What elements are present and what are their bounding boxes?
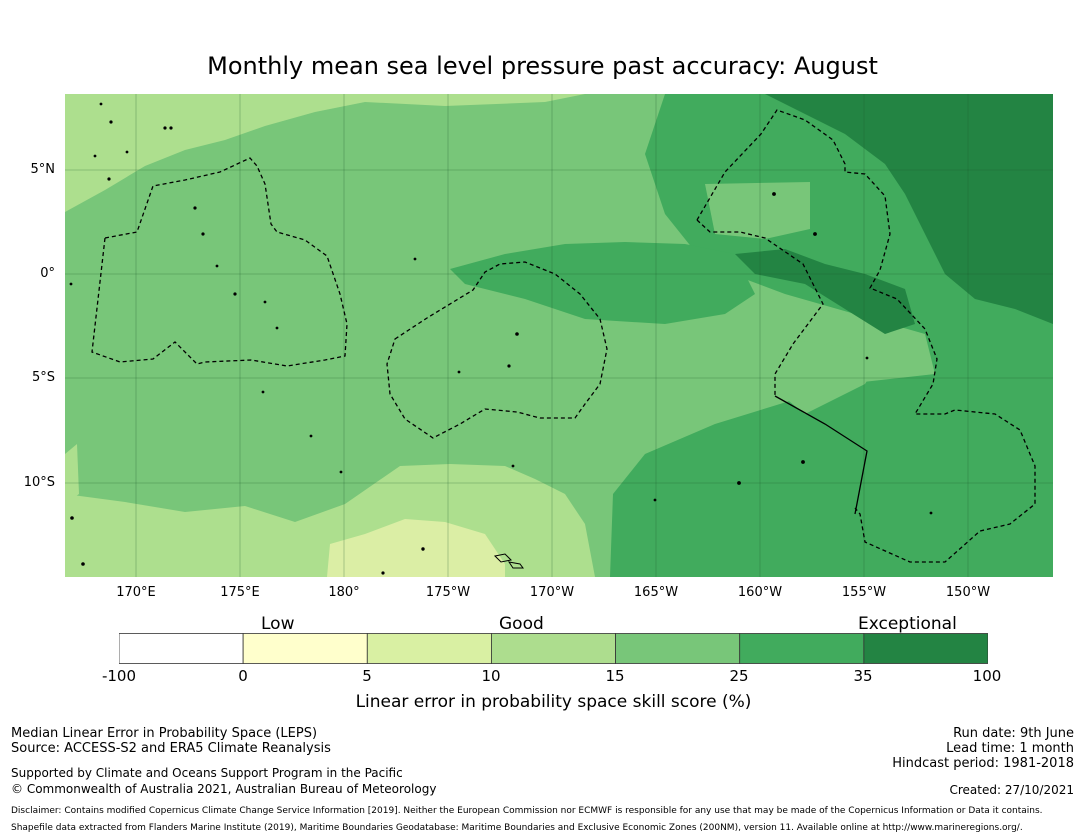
islands <box>69 102 933 575</box>
legend-category-good: Good <box>499 614 544 634</box>
lon-label: 170°W <box>529 585 575 600</box>
colorbar-tick: 0 <box>238 667 248 685</box>
island-samoa <box>493 553 524 569</box>
eez-tuvalu-tokelau <box>386 261 608 439</box>
footer-created: Created: 27/10/2021 <box>949 783 1074 797</box>
lat-label-5s: 5°S <box>31 370 55 385</box>
lon-label: 175°E <box>220 585 260 600</box>
colorbar-tick: -100 <box>101 667 137 685</box>
lon-label: 165°W <box>633 585 679 600</box>
colorbar-cell <box>366 633 492 664</box>
region-mid-east-lower <box>780 339 885 414</box>
region-light-nw <box>65 94 585 212</box>
region-darker-patch <box>735 249 915 334</box>
lat-label-0: 0° <box>40 266 55 281</box>
lat-label-5n: 5°N <box>30 162 56 177</box>
eez-boundaries <box>91 109 1036 563</box>
colorbar-tick: 10 <box>481 667 501 685</box>
region-mid-east-patch <box>705 182 810 239</box>
colorbar-label: Linear error in probability space skill … <box>355 692 752 712</box>
eez-phoenix-inner <box>696 219 824 396</box>
footer-hindcast: Hindcast period: 1981-2018 <box>892 756 1074 771</box>
colorbar <box>119 633 988 664</box>
lon-label: 180° <box>328 585 360 600</box>
colorbar-tick: 100 <box>972 667 1002 685</box>
colorbar-tick: 35 <box>853 667 873 685</box>
footer-run-date: Run date: 9th June <box>953 726 1074 741</box>
legend-category-exceptional: Exceptional <box>858 614 957 634</box>
skill-map <box>65 94 1053 577</box>
lon-label: 175°W <box>425 585 471 600</box>
eez-kiribati-gilbert <box>91 157 348 367</box>
colorbar-cell <box>491 633 616 664</box>
footer-source: Source: ACCESS-S2 and ERA5 Climate Reana… <box>11 741 331 756</box>
region-darker-ne <box>765 94 1053 324</box>
region-very-light-s <box>327 519 505 577</box>
lat-label-10s: 10°S <box>23 475 55 490</box>
footer-support: Supported by Climate and Oceans Support … <box>11 766 403 780</box>
colorbar-cell <box>863 633 988 664</box>
colorbar-tick: 25 <box>729 667 749 685</box>
colorbar-tick: 5 <box>362 667 372 685</box>
footer-leps: Median Linear Error in Probability Space… <box>11 726 318 741</box>
colorbar-cell <box>119 633 244 664</box>
eez-solid-boundary <box>774 395 868 515</box>
lon-label: 150°W <box>945 585 991 600</box>
legend-category-low: Low <box>261 614 295 634</box>
footer-shapefile: Shapefile data extracted from Flanders M… <box>11 823 1023 833</box>
colorbar-tick: 15 <box>605 667 625 685</box>
page-title: Monthly mean sea level pressure past acc… <box>207 52 878 80</box>
footer-copyright: © Commonwealth of Australia 2021, Austra… <box>11 782 437 796</box>
region-light-w <box>65 444 79 504</box>
footer-lead-time: Lead time: 1 month <box>946 741 1074 756</box>
footer-disclaimer: Disclaimer: Contains modified Copernicus… <box>11 806 1043 816</box>
colorbar-cell <box>739 633 865 664</box>
graticule <box>65 94 1053 577</box>
colorbar-cell <box>615 633 741 664</box>
lon-label: 155°W <box>841 585 887 600</box>
lon-label: 170°E <box>116 585 156 600</box>
lon-label: 160°W <box>737 585 783 600</box>
colorbar-cell <box>242 633 368 664</box>
eez-phoenix-line <box>696 109 1036 563</box>
